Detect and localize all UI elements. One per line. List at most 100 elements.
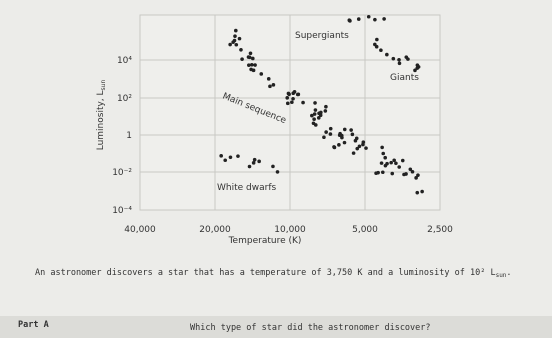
star-dot bbox=[413, 68, 417, 73]
star-dot bbox=[266, 77, 271, 81]
star-dot bbox=[275, 170, 280, 174]
star-dot bbox=[342, 140, 347, 145]
star-dot bbox=[322, 135, 326, 140]
star-dot bbox=[408, 167, 413, 172]
star-dot bbox=[391, 56, 396, 61]
star-dot bbox=[356, 17, 361, 21]
star-dot bbox=[324, 104, 328, 109]
star-dot bbox=[312, 112, 317, 116]
star-dot bbox=[250, 62, 254, 67]
star-dot bbox=[268, 84, 272, 89]
star-dot bbox=[404, 172, 408, 176]
star-dot bbox=[318, 113, 323, 117]
star-dot bbox=[351, 151, 356, 155]
star-dot bbox=[348, 19, 352, 23]
star-dot bbox=[251, 56, 255, 61]
star-dot bbox=[416, 173, 420, 177]
star-dot bbox=[237, 36, 242, 41]
star-dot bbox=[223, 158, 228, 163]
question-text: An astronomer discovers a star that has … bbox=[35, 268, 512, 279]
x-tick-label: 40,000 bbox=[124, 225, 156, 235]
question-sub: sun bbox=[496, 272, 507, 279]
star-dot bbox=[285, 96, 290, 100]
star-dot bbox=[357, 144, 362, 149]
x-tick-label: 20,000 bbox=[199, 225, 231, 235]
star-dot bbox=[415, 190, 420, 195]
y-tick-label: 10⁻² bbox=[112, 168, 132, 178]
part-label: Part A bbox=[18, 320, 49, 330]
star-dot bbox=[380, 170, 385, 175]
star-dot bbox=[248, 51, 253, 56]
star-dot bbox=[350, 132, 355, 137]
star-dot bbox=[231, 40, 235, 44]
star-dot bbox=[414, 176, 418, 180]
question-end: . bbox=[506, 268, 511, 278]
grid: 10⁴ 10² 1 10⁻² 10⁻⁴ 40,000 20,000 10,000 5,000 2,… bbox=[112, 14, 453, 235]
star-dot bbox=[397, 61, 402, 66]
star-dot bbox=[236, 154, 240, 158]
star-dot bbox=[337, 143, 341, 147]
star-dot bbox=[364, 146, 368, 150]
star-dot bbox=[228, 42, 232, 47]
star-dot bbox=[375, 37, 379, 42]
annotation: Supergiants bbox=[295, 31, 349, 41]
question-main: An astronomer discovers a star that has … bbox=[35, 268, 496, 278]
star-dots bbox=[219, 14, 424, 195]
star-dot bbox=[397, 58, 401, 62]
star-dot bbox=[410, 169, 415, 174]
star-dot bbox=[392, 158, 396, 163]
star-dot bbox=[252, 157, 257, 162]
star-dot bbox=[406, 57, 410, 61]
y-axis-label-text: Luminosity, L bbox=[96, 90, 106, 150]
star-dot bbox=[319, 110, 323, 115]
star-dot bbox=[415, 63, 420, 67]
star-dot bbox=[400, 158, 405, 163]
y-tick-label: 10² bbox=[117, 94, 132, 104]
star-dot bbox=[381, 151, 386, 156]
star-dot bbox=[394, 161, 398, 166]
star-dot bbox=[349, 128, 353, 132]
star-dot bbox=[355, 146, 360, 151]
star-dot bbox=[415, 66, 420, 70]
star-dot bbox=[290, 100, 294, 105]
star-dot bbox=[271, 83, 276, 87]
star-dot bbox=[383, 163, 388, 168]
star-dot bbox=[313, 101, 317, 105]
y-axis-label-sub: sun bbox=[100, 80, 107, 91]
x-tick-label: 2,500 bbox=[427, 225, 453, 235]
star-dot bbox=[328, 132, 333, 136]
y-tick-label: 10⁴ bbox=[117, 56, 132, 66]
star-dot bbox=[251, 161, 256, 165]
star-dot bbox=[420, 189, 424, 194]
star-dot bbox=[390, 171, 395, 176]
star-dot bbox=[257, 159, 261, 164]
star-dot bbox=[247, 63, 251, 67]
annotation: Giants bbox=[390, 73, 419, 83]
star-dot bbox=[240, 57, 244, 61]
x-tick-label: 5,000 bbox=[352, 225, 378, 235]
star-dot bbox=[312, 117, 316, 121]
part-prompt: Which type of star did the astronomer di… bbox=[190, 323, 431, 333]
star-dot bbox=[382, 17, 386, 21]
x-axis-label: Temperature (K) bbox=[228, 236, 302, 246]
star-dot bbox=[285, 101, 290, 106]
star-dot bbox=[233, 34, 237, 38]
star-dot bbox=[332, 145, 336, 149]
star-dot bbox=[373, 17, 377, 22]
star-dot bbox=[383, 155, 388, 160]
star-dot bbox=[342, 127, 347, 132]
star-dot bbox=[287, 92, 291, 97]
star-dot bbox=[328, 126, 333, 131]
star-dot bbox=[313, 108, 318, 112]
star-dot bbox=[324, 130, 328, 134]
star-dot bbox=[291, 91, 296, 96]
star-dot bbox=[295, 92, 300, 97]
star-dot bbox=[385, 52, 389, 57]
star-dot bbox=[291, 96, 295, 101]
star-dot bbox=[340, 135, 344, 140]
y-axis-label: Luminosity, Lsun bbox=[96, 80, 107, 151]
star-dot bbox=[234, 42, 239, 47]
star-dot bbox=[247, 164, 252, 169]
star-dot bbox=[397, 165, 401, 169]
